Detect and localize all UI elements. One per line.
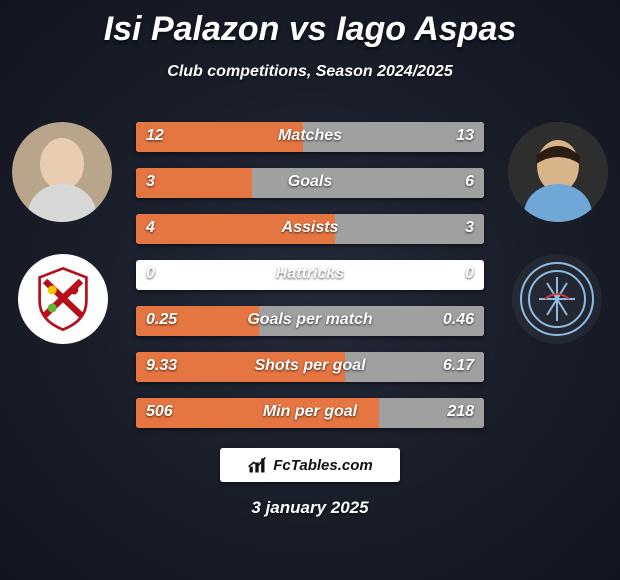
crest-icon xyxy=(27,263,99,335)
stat-value-right: 3 xyxy=(465,219,474,237)
comparison-subtitle: Club competitions, Season 2024/2025 xyxy=(0,63,620,81)
stat-row: 506218Min per goal xyxy=(136,398,484,428)
stat-bar-right xyxy=(252,168,484,198)
stat-value-left: 12 xyxy=(146,127,164,145)
stat-value-right: 218 xyxy=(447,403,474,421)
avatar-placeholder-icon xyxy=(508,122,608,222)
stat-row: 0.250.46Goals per match xyxy=(136,306,484,336)
brand-label: FcTables.com xyxy=(273,457,372,474)
stat-label: Hattricks xyxy=(136,265,484,283)
stat-bar-right xyxy=(335,214,484,244)
brand-plate: FcTables.com xyxy=(220,448,400,482)
crest-icon xyxy=(517,259,597,339)
stat-value-left: 0 xyxy=(146,265,155,283)
chart-icon xyxy=(247,455,267,475)
stat-bar-left xyxy=(136,214,335,244)
stat-value-right: 13 xyxy=(456,127,474,145)
stat-value-left: 4 xyxy=(146,219,155,237)
stat-row: 9.336.17Shots per goal xyxy=(136,352,484,382)
stat-value-left: 9.33 xyxy=(146,357,177,375)
stat-row: 1213Matches xyxy=(136,122,484,152)
stat-value-left: 3 xyxy=(146,173,155,191)
stat-value-right: 0 xyxy=(465,265,474,283)
stat-value-left: 506 xyxy=(146,403,173,421)
stat-value-right: 6 xyxy=(465,173,474,191)
player-right-avatar xyxy=(508,122,608,222)
club-right-crest xyxy=(512,254,602,344)
avatar-placeholder-icon xyxy=(12,122,112,222)
stat-row: 36Goals xyxy=(136,168,484,198)
player-left-avatar xyxy=(12,122,112,222)
comparison-date: 3 january 2025 xyxy=(0,498,620,518)
stat-bars-container: 1213Matches36Goals43Assists00Hattricks0.… xyxy=(136,122,484,444)
comparison-title: Isi Palazon vs Iago Aspas xyxy=(0,0,620,49)
stat-value-left: 0.25 xyxy=(146,311,177,329)
stat-row: 43Assists xyxy=(136,214,484,244)
stat-value-right: 6.17 xyxy=(443,357,474,375)
stat-row: 0 0Hattricks xyxy=(136,260,484,290)
club-left-crest xyxy=(18,254,108,344)
stat-value-right: 0.46 xyxy=(443,311,474,329)
